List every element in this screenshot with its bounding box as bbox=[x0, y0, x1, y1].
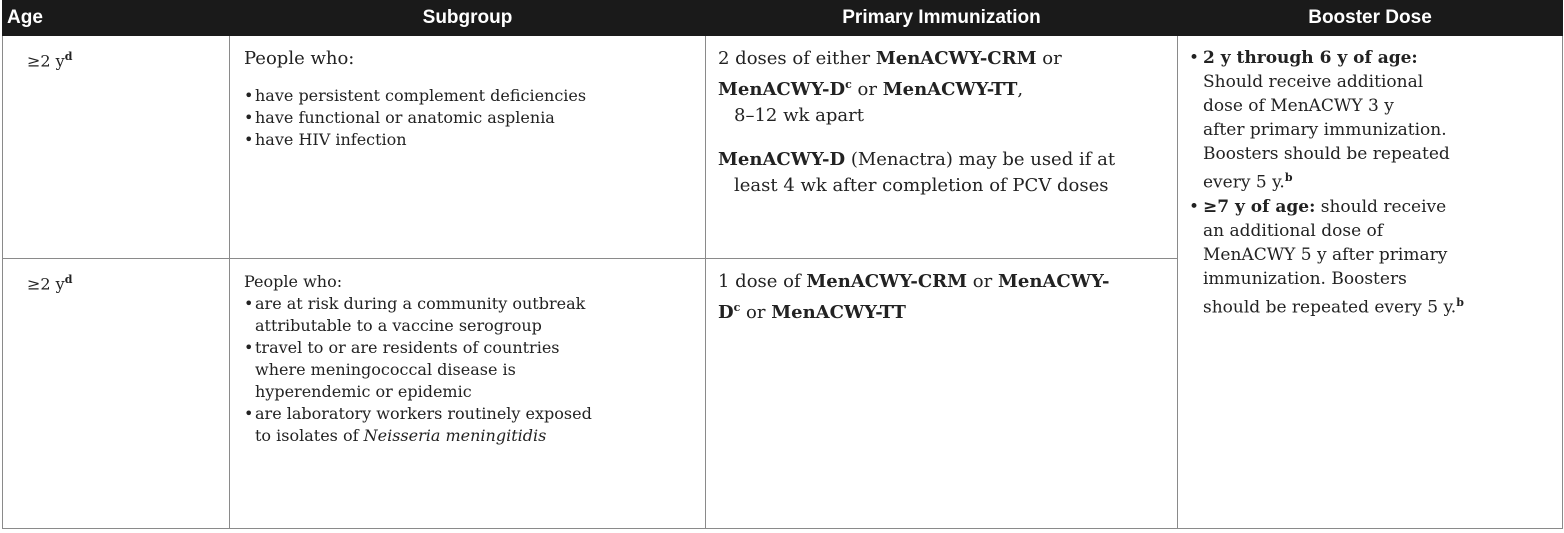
footnote-marker: b bbox=[1456, 295, 1464, 309]
footnote-marker: d bbox=[64, 50, 73, 63]
header-row: Age Subgroup Primary Immunization Booste… bbox=[2, 0, 1563, 36]
footnote-marker: c bbox=[733, 301, 741, 314]
table-row: ≥2 yd People who: are at risk during a c… bbox=[2, 258, 1563, 529]
booster-dose-cell: 2 y through 6 y of age: Should receive a… bbox=[1177, 35, 1563, 529]
header-age: Age bbox=[2, 0, 230, 36]
subgroup-cell: People who: have persistent complement d… bbox=[229, 35, 706, 259]
header-booster-dose: Booster Dose bbox=[1177, 0, 1563, 36]
subgroup-intro: People who: bbox=[244, 48, 355, 69]
primary-line: 1 dose of MenACWY-CRM or MenACWY- bbox=[718, 271, 1110, 292]
primary-line: MenACWY-D (Menactra) may be used if at bbox=[718, 149, 1116, 170]
list-item: ≥7 y of age: should receive an additiona… bbox=[1189, 195, 1556, 320]
subgroup-list: have persistent complement deficiencies … bbox=[244, 85, 695, 151]
primary-line: 8–12 wk apart bbox=[734, 105, 864, 126]
subgroup-cell: People who: are at risk during a communi… bbox=[229, 258, 706, 529]
age-value: ≥2 y bbox=[27, 274, 65, 294]
primary-immunization-cell: 2 doses of either MenACWY-CRM or MenACWY… bbox=[705, 35, 1178, 259]
list-item: 2 y through 6 y of age: Should receive a… bbox=[1189, 46, 1556, 195]
header-primary-immunization: Primary Immunization bbox=[705, 0, 1178, 36]
primary-line: 2 doses of either MenACWY-CRM or bbox=[718, 48, 1062, 69]
footnote-marker: c bbox=[845, 78, 852, 91]
table-row: ≥2 yd People who: have persistent comple… bbox=[2, 35, 1563, 529]
list-item: have functional or anatomic asplenia bbox=[244, 107, 695, 129]
primary-line: least 4 wk after completion of PCV doses bbox=[734, 175, 1109, 196]
subgroup-intro: People who: bbox=[244, 272, 343, 291]
list-item: have HIV infection bbox=[244, 129, 695, 151]
subgroup-list: are at risk during a community outbreaka… bbox=[244, 293, 695, 447]
footnote-marker: b bbox=[1284, 171, 1293, 184]
organism-name: Neisseria meningitidis bbox=[363, 426, 547, 445]
booster-list: 2 y through 6 y of age: Should receive a… bbox=[1189, 46, 1556, 319]
primary-line: MenACWY-Dc or MenACWY-TT, bbox=[718, 78, 1024, 100]
list-item: are laboratory workers routinely exposed… bbox=[244, 403, 695, 447]
list-item: have persistent complement deficiencies bbox=[244, 85, 695, 107]
footnote-marker: d bbox=[64, 273, 73, 286]
age-value: ≥2 y bbox=[27, 51, 65, 71]
age-cell: ≥2 yd bbox=[2, 258, 230, 529]
list-item: are at risk during a community outbreaka… bbox=[244, 293, 695, 337]
age-cell: ≥2 yd bbox=[2, 35, 230, 259]
header-subgroup: Subgroup bbox=[229, 0, 706, 36]
primary-immunization-cell: 1 dose of MenACWY-CRM or MenACWY- Dc or … bbox=[705, 258, 1178, 529]
list-item: travel to or are residents of countriesw… bbox=[244, 337, 695, 403]
primary-line: Dc or MenACWY-TT bbox=[718, 301, 906, 323]
